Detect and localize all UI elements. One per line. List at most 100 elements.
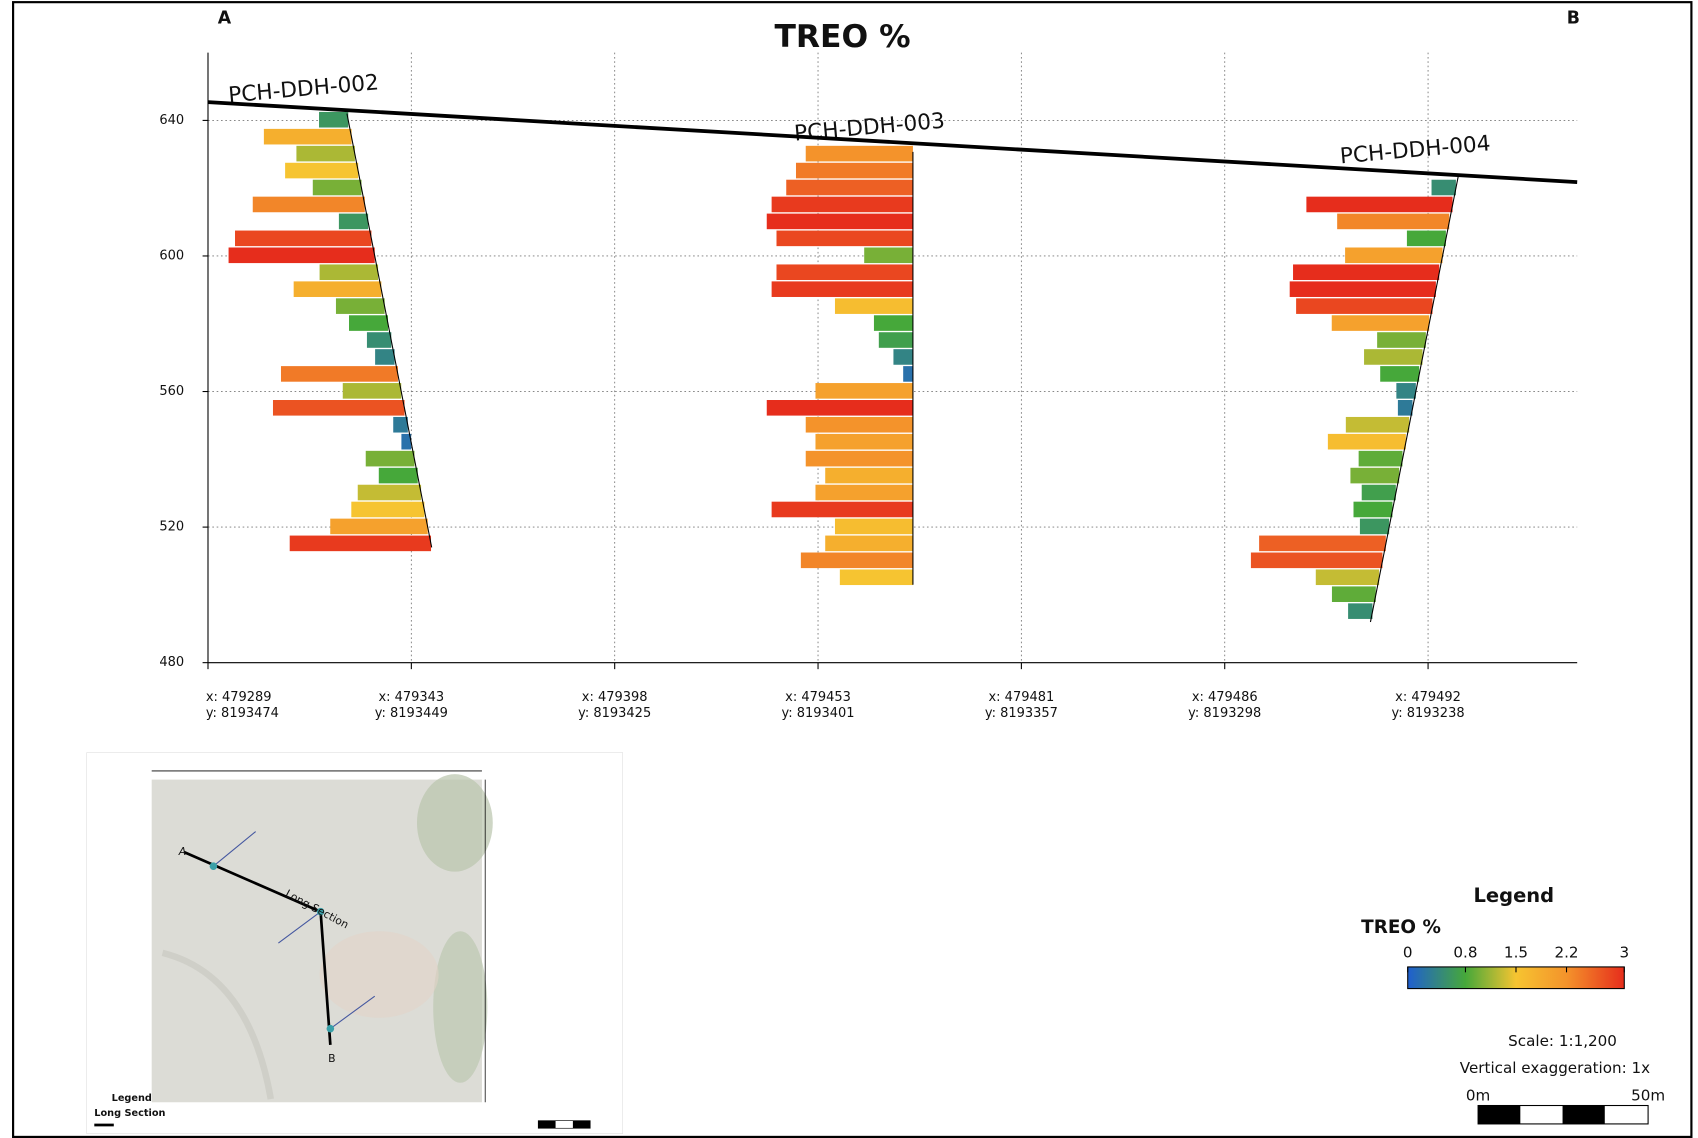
scale-text: Scale: 1:1,200	[1508, 1032, 1617, 1050]
treo-bar	[815, 383, 913, 399]
vertical-exaggeration: Vertical exaggeration: 1x	[1460, 1059, 1650, 1077]
legend-label: TREO %	[1361, 917, 1441, 938]
treo-bar	[766, 213, 913, 230]
treo-bar	[293, 281, 382, 297]
treo-bar	[1353, 501, 1393, 518]
x-tick-label: y: 8193449	[375, 706, 448, 721]
treo-bar	[1396, 383, 1416, 399]
treo-bar	[893, 349, 913, 365]
treo-bar	[319, 111, 349, 128]
treo-bar	[335, 298, 385, 314]
treo-bar	[1315, 569, 1380, 586]
legend-tick-label: 1.5	[1504, 943, 1528, 961]
hole-trace	[346, 113, 433, 548]
inset-end-b: B	[328, 1052, 335, 1065]
y-tick-label: 480	[159, 655, 184, 670]
x-tick-label: x: 479289	[206, 690, 272, 705]
y-tick-label: 520	[159, 520, 184, 535]
treo-bar	[375, 349, 395, 365]
scale-bar-segment	[1562, 1105, 1605, 1124]
chart-title: TREO %	[774, 19, 910, 55]
treo-bar	[1250, 552, 1383, 569]
treo-bar	[1306, 196, 1453, 213]
y-tick-label: 600	[159, 248, 184, 263]
hole-collar	[326, 1024, 335, 1033]
x-tick-label: x: 479486	[1192, 690, 1258, 705]
treo-bar	[1361, 484, 1396, 501]
treo-bar	[1337, 213, 1450, 230]
treo-bar	[1327, 433, 1406, 450]
treo-bar	[805, 416, 913, 433]
treo-bar	[1350, 467, 1400, 484]
inset-legend-title: Legend	[112, 1093, 152, 1104]
treo-bar	[839, 569, 913, 586]
hole-trace	[330, 995, 376, 1030]
treo-bar	[873, 315, 913, 331]
treo-bar	[319, 264, 379, 281]
x-tick-label: x: 479453	[785, 690, 851, 705]
treo-bar	[1364, 349, 1423, 365]
legend-tick-label: 0.8	[1453, 943, 1477, 961]
treo-bar	[771, 196, 913, 213]
treo-bar	[330, 518, 428, 535]
treo-bar	[815, 484, 913, 501]
treo-bar	[366, 332, 392, 348]
x-tick-label: y: 8193401	[781, 706, 854, 721]
treo-bar	[1289, 281, 1436, 297]
x-tick-label: y: 8193357	[985, 706, 1058, 721]
treo-bar	[357, 484, 422, 501]
hole-trace	[213, 831, 256, 867]
x-tick-label: x: 479398	[582, 690, 648, 705]
treo-bar	[378, 467, 418, 484]
topography	[207, 100, 1578, 184]
legend-tick-label: 3	[1619, 943, 1629, 961]
treo-bar	[1331, 315, 1430, 331]
treo-bar	[805, 450, 913, 467]
treo-bar	[864, 247, 913, 264]
treo-bar	[401, 433, 412, 450]
inset-map: A B Long Section Legend Long Section	[86, 752, 623, 1134]
map-soil	[319, 931, 439, 1018]
inset-scale-bar	[572, 1120, 591, 1129]
treo-bar	[1331, 586, 1376, 602]
treo-bar	[771, 281, 913, 297]
x-tick-label: x: 479481	[988, 690, 1054, 705]
treo-bar	[1358, 450, 1403, 467]
x-tick-label: y: 8193238	[1392, 706, 1465, 721]
treo-bar	[834, 518, 913, 535]
scale-bar-end: 50m	[1631, 1086, 1665, 1104]
treo-bar	[766, 400, 913, 416]
treo-bar	[903, 366, 913, 382]
section-end-a: A	[218, 8, 232, 28]
treo-bar	[342, 383, 402, 399]
inset-legend-entry: Long Section	[94, 1108, 165, 1119]
treo-bar	[1377, 332, 1426, 348]
legend-title: Legend	[1474, 884, 1555, 907]
treo-bar	[235, 230, 372, 247]
scale-bar-start: 0m	[1466, 1086, 1490, 1104]
treo-bar	[252, 196, 365, 213]
treo-bar	[878, 332, 913, 348]
treo-bar	[296, 145, 355, 162]
y-tick-label: 640	[159, 113, 184, 128]
treo-bar	[228, 247, 375, 264]
hole-trace	[278, 911, 321, 944]
treo-bar	[1293, 264, 1440, 281]
inset-frame	[86, 752, 623, 1134]
treo-bar	[776, 264, 913, 281]
treo-bar	[1348, 603, 1373, 619]
section-end-b: B	[1567, 8, 1580, 28]
inset-scale-bar	[538, 1120, 556, 1129]
treo-bar	[1431, 179, 1456, 196]
map-track	[161, 949, 274, 1100]
legend-tick-label: 0	[1403, 943, 1413, 961]
treo-bar	[834, 298, 913, 314]
x-tick-label: y: 8193474	[206, 706, 279, 721]
treo-bar	[815, 433, 913, 450]
treo-bar	[1296, 298, 1433, 314]
x-tick-label: x: 479492	[1395, 690, 1461, 705]
treo-bar	[805, 145, 913, 162]
treo-bar	[1406, 230, 1446, 247]
